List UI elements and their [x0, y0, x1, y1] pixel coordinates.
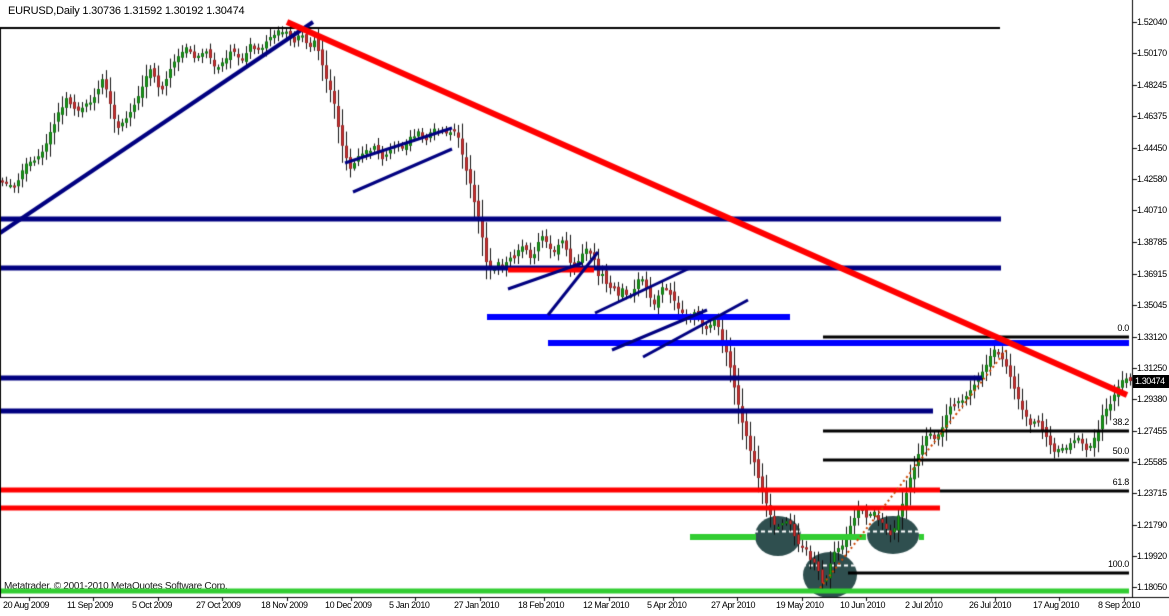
- date-axis-label: 19 May 2010: [776, 600, 824, 610]
- date-axis-label: 10 Dec 2009: [325, 600, 372, 610]
- date-axis-label: 12 Mar 2010: [583, 600, 630, 610]
- current-price-badge: 1.30474: [1133, 375, 1169, 388]
- date-axis-label: 26 Jul 2010: [969, 600, 1012, 610]
- date-axis-label: 2 Jul 2010: [905, 600, 943, 610]
- fib-level-label: 0.0: [1117, 323, 1129, 333]
- price-axis-label: 1.44450: [1137, 143, 1167, 153]
- price-axis-label: 1.18050: [1137, 582, 1167, 592]
- fib-level-label: 61.8: [1112, 477, 1130, 487]
- date-axis-label: 11 Sep 2009: [67, 600, 113, 610]
- price-axis-label: 1.23715: [1137, 488, 1167, 498]
- date-axis-label: 18 Nov 2009: [261, 600, 308, 610]
- price-axis-label: 1.46375: [1137, 111, 1167, 121]
- date-axis-label: 8 Sep 2010: [1098, 600, 1141, 610]
- fib-level-label: 50.0: [1112, 446, 1130, 456]
- price-axis-label: 1.19920: [1137, 551, 1167, 561]
- chart-title: EURUSD,Daily 1.30736 1.31592 1.30192 1.3…: [8, 5, 245, 17]
- price-axis-label: 1.31250: [1137, 363, 1167, 373]
- date-axis-label: 18 Feb 2010: [518, 600, 565, 610]
- date-axis-label: 10 Jun 2010: [840, 600, 886, 610]
- date-axis-label: 27 Oct 2009: [196, 600, 241, 610]
- price-axis-label: 1.42580: [1137, 174, 1167, 184]
- date-axis-label: 5 Oct 2009: [132, 600, 173, 610]
- price-axis-label: 1.21790: [1137, 520, 1167, 530]
- date-axis-label: 27 Jan 2010: [454, 600, 500, 610]
- price-axis-label: 1.38785: [1137, 237, 1167, 247]
- fib-level-label: 100.0: [1107, 559, 1129, 569]
- price-axis-label: 1.50170: [1137, 48, 1167, 58]
- date-axis-label: 5 Apr 2010: [647, 600, 687, 610]
- price-axis-label: 1.33120: [1137, 332, 1167, 342]
- date-axis-label: 27 Apr 2010: [711, 600, 756, 610]
- date-axis-label: 5 Jan 2010: [389, 600, 430, 610]
- date-axis-label: 20 Aug 2009: [3, 600, 50, 610]
- fib-level-label: 38.2: [1112, 417, 1130, 427]
- price-axis-label: 1.29380: [1137, 394, 1167, 404]
- price-axis-label: 1.35045: [1137, 300, 1167, 310]
- price-axis-label: 1.48245: [1137, 80, 1167, 90]
- price-axis-label: 1.36915: [1137, 269, 1167, 279]
- price-axis-label: 1.27455: [1137, 426, 1167, 436]
- date-axis-label: 17 Aug 2010: [1033, 600, 1080, 610]
- price-axis-label: 1.25585: [1137, 457, 1167, 467]
- price-axis-label: 1.52040: [1137, 17, 1167, 27]
- price-axis-label: 1.40710: [1137, 205, 1167, 215]
